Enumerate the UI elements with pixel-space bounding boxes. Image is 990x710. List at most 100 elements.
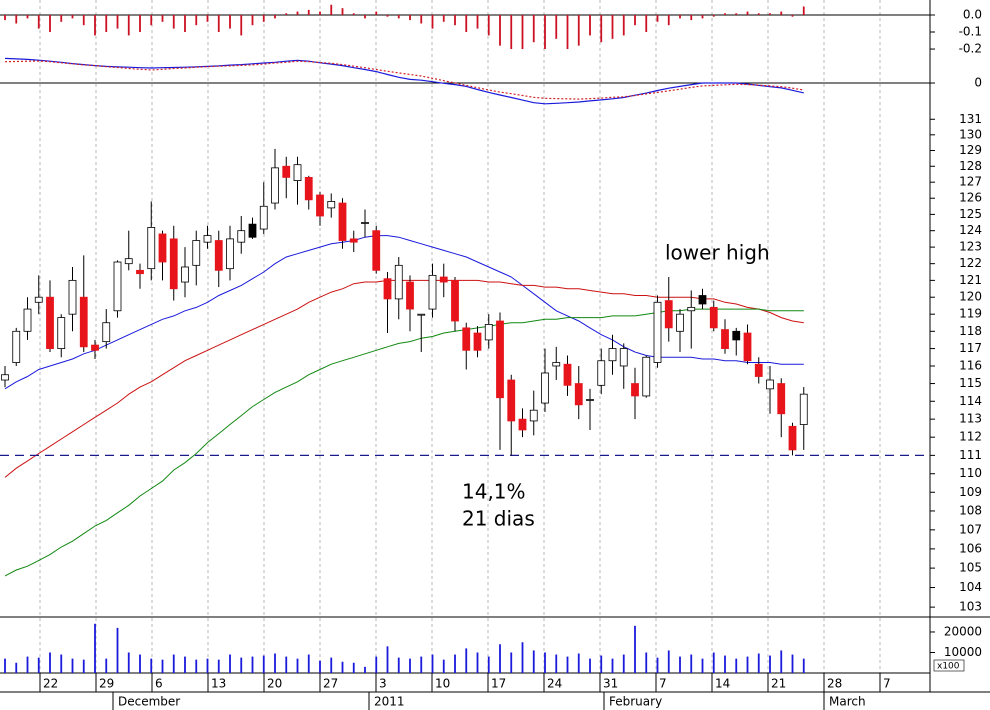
x-tick-label: 13 (211, 677, 226, 691)
bar (454, 14, 456, 26)
candle-body (293, 164, 302, 181)
bar (532, 650, 535, 673)
y-tick-label: 117 (959, 341, 982, 355)
bar (442, 14, 445, 22)
bar (780, 650, 783, 673)
candle-body (226, 238, 234, 270)
y-tick-label: 115 (959, 376, 982, 390)
bar (274, 653, 276, 673)
bar (769, 655, 771, 673)
candle-body (1, 374, 9, 381)
bar (386, 646, 389, 673)
bar (172, 654, 175, 673)
y-tick-label: -0.2 (959, 42, 982, 56)
annotation: lower high (665, 241, 770, 265)
bar (262, 655, 265, 673)
bar (735, 658, 738, 673)
bar (791, 14, 794, 17)
x-tick-label: 20 (267, 677, 282, 691)
bar (364, 14, 366, 19)
moving-average (4, 279, 804, 478)
candle-body (428, 274, 437, 310)
candle-body (473, 332, 482, 351)
bar (499, 644, 501, 673)
bar (195, 14, 198, 26)
bar (397, 657, 400, 673)
y-tick-label: 109 (959, 485, 982, 499)
month-label: March (829, 695, 866, 709)
candle-body (372, 230, 381, 271)
candle-body (271, 167, 279, 204)
bar (656, 657, 659, 673)
y-tick-label: 125 (959, 207, 982, 221)
bar (802, 658, 805, 673)
y-tick-label: -0.1 (959, 25, 982, 39)
bar (82, 659, 85, 673)
candle-body (12, 330, 21, 363)
bar (274, 14, 276, 19)
y-tick-label: 108 (959, 503, 982, 517)
x-tick-label: 29 (99, 677, 114, 691)
candle-body (57, 317, 66, 349)
candle-body (653, 301, 662, 363)
y-tick-label: 124 (959, 223, 982, 237)
bar (611, 14, 614, 39)
bar (37, 657, 40, 673)
candle-body (124, 258, 133, 265)
bar (667, 650, 670, 673)
candle-body (552, 362, 561, 367)
bar (217, 659, 220, 673)
bar (341, 8, 344, 15)
bar (82, 14, 85, 26)
bar (94, 14, 96, 36)
candle-body (799, 393, 808, 425)
moving-average (4, 235, 804, 390)
x-tick-label: 3 (379, 677, 387, 691)
bar (735, 13, 738, 15)
bar (746, 656, 749, 673)
candle-body (788, 425, 797, 451)
candle-body (158, 233, 167, 263)
bar (397, 14, 400, 19)
bar (487, 14, 490, 36)
bar (791, 654, 794, 673)
candle-body (169, 238, 178, 290)
y-tick-label: 119 (959, 307, 982, 321)
candle-body (631, 383, 639, 397)
bar (217, 14, 220, 33)
y-tick-label: 114 (959, 394, 982, 408)
bar (566, 14, 569, 50)
y-tick-label: 120 (959, 290, 982, 304)
candle-body (574, 383, 583, 406)
bar (679, 656, 681, 673)
candle-body (743, 332, 752, 362)
bar (431, 14, 434, 29)
bar (26, 14, 29, 19)
candle-body (709, 306, 718, 329)
y-tick-label: 126 (959, 191, 982, 205)
y-tick-label: 113 (959, 412, 982, 426)
bar (611, 658, 614, 673)
bar (285, 13, 288, 15)
bar (150, 14, 153, 26)
candle-body (394, 264, 403, 300)
bar (690, 654, 693, 673)
bar (442, 659, 445, 673)
bar (139, 14, 141, 33)
bar (251, 14, 254, 26)
bar (94, 623, 96, 673)
bar (307, 9, 310, 15)
bar (296, 11, 299, 15)
y-tick-label: 118 (959, 324, 982, 338)
candle-body (406, 281, 414, 310)
bar (49, 14, 51, 33)
month-label: December (118, 695, 180, 709)
bar (251, 656, 254, 673)
y-tick-label: 110 (959, 466, 982, 480)
candle-body (327, 201, 336, 209)
bar (521, 642, 524, 673)
y-tick-label: 127 (959, 175, 982, 189)
candle-body (451, 279, 459, 322)
bar (37, 14, 40, 29)
